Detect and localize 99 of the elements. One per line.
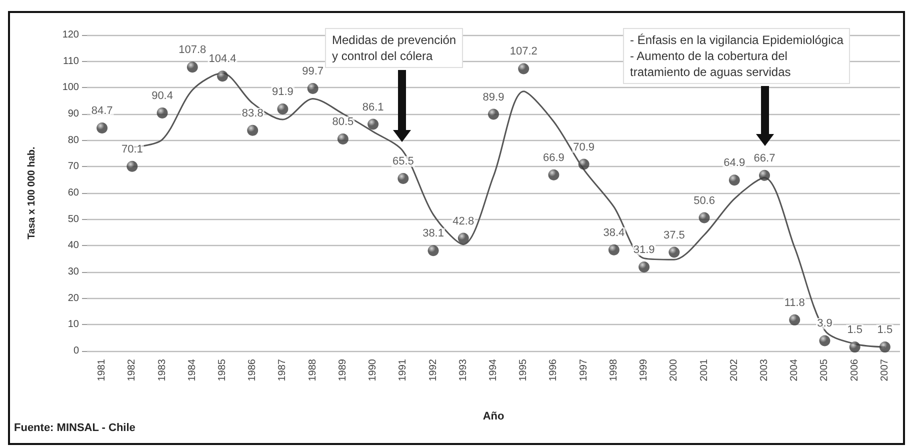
- x-tick-label: 1994: [488, 358, 499, 382]
- y-tick-label: 40: [68, 240, 80, 252]
- x-tick-label: 1999: [638, 358, 650, 382]
- y-tick-label: 10: [68, 319, 80, 330]
- x-tick-label: 2004: [789, 358, 800, 382]
- data-label: 42.8: [452, 215, 474, 228]
- x-tick-label: 1985: [217, 358, 228, 382]
- data-label: 31.9: [633, 244, 655, 256]
- point: [337, 134, 348, 145]
- point: [849, 342, 860, 353]
- y-tick-label: 80: [68, 134, 80, 146]
- x-tick-label: 1991: [398, 358, 409, 382]
- x-tick-label: 1993: [458, 358, 469, 382]
- point: [156, 107, 168, 118]
- x-tick-label: 1986: [247, 358, 258, 382]
- point: [186, 62, 198, 73]
- point: [668, 246, 680, 258]
- data-label: 50.6: [694, 194, 715, 207]
- point: [518, 63, 530, 74]
- point: [398, 173, 409, 184]
- point: [126, 160, 138, 172]
- annotation: Medidas de prevención y control del cólera: [325, 28, 464, 68]
- point: [578, 158, 590, 170]
- point: [759, 170, 770, 181]
- y-tick-label: 90: [68, 108, 80, 120]
- x-tick-label: 1981: [96, 358, 108, 382]
- y-tick-label: 120: [62, 30, 80, 40]
- data-label: 89.9: [482, 91, 504, 104]
- data-label: 70.9: [573, 141, 595, 154]
- point: [638, 262, 650, 272]
- x-tick-label: 2007: [879, 358, 890, 382]
- data-label: 3.9: [817, 318, 832, 330]
- x-tick-label: 1998: [608, 358, 620, 382]
- data-label: 66.7: [754, 152, 776, 164]
- data-label: 99.7: [302, 65, 324, 78]
- x-tick-label: 1995: [518, 358, 530, 382]
- data-label: 91.9: [272, 86, 294, 98]
- y-tick-label: 60: [68, 188, 80, 198]
- x-tick-label: 2005: [819, 358, 830, 382]
- x-tick-label: 1983: [156, 358, 168, 382]
- data-label: 70.1: [121, 143, 143, 156]
- data-label: 65.5: [392, 156, 414, 168]
- y-tick-label: 100: [62, 82, 80, 94]
- data-label: 1.5: [847, 324, 862, 336]
- data-label: 1.5: [877, 324, 893, 336]
- x-tick-label: 1982: [126, 358, 138, 382]
- x-tick-label: 1989: [337, 358, 348, 382]
- x-axis-title: Año: [482, 410, 504, 422]
- point: [217, 70, 228, 82]
- data-label: 80.5: [332, 116, 354, 128]
- point: [608, 244, 620, 256]
- data-label: 66.9: [543, 152, 564, 164]
- point: [819, 335, 830, 346]
- data-label: 64.9: [724, 157, 746, 170]
- y-tick-label: 0: [73, 346, 80, 356]
- point: [428, 245, 439, 256]
- y-tick-label: 110: [63, 56, 80, 67]
- y-tick-label: 50: [68, 214, 80, 225]
- x-tick-label: 1987: [277, 358, 288, 382]
- data-label: 11.8: [784, 296, 805, 309]
- x-tick-label: 1996: [548, 358, 560, 382]
- x-tick-label: 1997: [578, 358, 590, 382]
- data-label: 84.7: [91, 104, 113, 117]
- data-label: 37.5: [663, 229, 685, 242]
- data-label: 90.4: [152, 90, 173, 102]
- y-tick-label: 20: [68, 292, 80, 304]
- y-tick-label: 70: [68, 161, 80, 172]
- point: [548, 169, 560, 180]
- point: [247, 124, 258, 136]
- x-tick-label: 2000: [668, 358, 680, 382]
- point: [307, 82, 318, 94]
- point: [728, 174, 740, 186]
- x-tick-label: 1984: [186, 358, 198, 382]
- data-label: 107.2: [510, 46, 538, 58]
- data-label: 83.8: [242, 107, 264, 120]
- x-tick-label: 1990: [368, 358, 379, 382]
- point: [698, 212, 710, 224]
- x-tick-label: 2002: [728, 358, 740, 382]
- x-tick-label: 2001: [698, 358, 710, 382]
- x-tick-label: 2003: [759, 358, 770, 382]
- data-label: 38.1: [422, 228, 444, 240]
- x-tick-label: 2006: [849, 358, 860, 382]
- x-tick-label: 1992: [428, 358, 439, 382]
- point: [277, 104, 288, 114]
- data-label: 86.1: [362, 101, 384, 114]
- point: [488, 108, 499, 120]
- point: [96, 122, 108, 134]
- point: [458, 232, 469, 244]
- x-tick-label: 1988: [307, 358, 318, 382]
- data-label: 38.4: [603, 226, 625, 239]
- annotation: - Énfasis en la vigilancia Epidemiológica - Aumento de la cobertura del tratamiento de aguas servidas: [623, 28, 850, 84]
- source-note: Fuente: MINSAL - Chile: [14, 422, 136, 434]
- data-label: 107.8: [178, 44, 206, 56]
- point: [789, 314, 800, 326]
- y-tick-label: 30: [68, 266, 80, 278]
- y-axis-title: Tasa x 100 000 hab.: [26, 146, 38, 240]
- point: [368, 118, 379, 130]
- data-label: 104.4: [208, 53, 236, 66]
- point: [879, 342, 890, 353]
